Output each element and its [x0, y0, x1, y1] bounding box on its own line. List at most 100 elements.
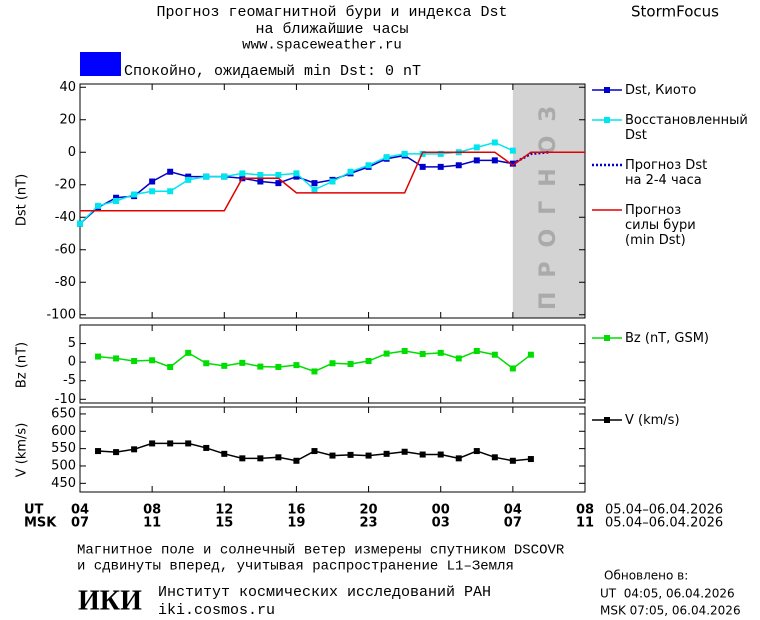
updated: MSK 07:05, 06.04.2026 [600, 604, 741, 618]
x-tick-label: 12 [215, 503, 233, 518]
marker [455, 455, 462, 462]
x-tick-label: 08 [576, 503, 594, 518]
marker [239, 455, 246, 462]
brand: StormFocus [631, 3, 719, 21]
y-tick-label: 40 [59, 80, 76, 95]
marker [131, 446, 138, 453]
y-tick-label: -60 [55, 242, 76, 257]
date-range: 05.04–06.04.2026 [605, 503, 723, 518]
x2-tick-label: 07 [71, 516, 89, 531]
marker [491, 454, 498, 461]
marker [365, 162, 372, 169]
plot-frame [79, 83, 586, 319]
legend-label: V (km/s) [625, 413, 680, 428]
y-tick-label: 550 [51, 441, 76, 456]
title: Прогноз геомагнитной бури и индекса Dst [156, 4, 507, 21]
series-line [80, 151, 585, 212]
marker [401, 150, 408, 157]
note: и сдвинуты вперед, учитывая распростране… [77, 559, 514, 575]
marker [437, 451, 444, 458]
legend-label: Прогноз Dst на 2-4 часа [625, 158, 707, 188]
marker [419, 451, 426, 458]
marker [257, 172, 264, 178]
status: Спокойно, ожидаемый min Dst: 0 nT [124, 63, 421, 80]
marker [365, 452, 372, 459]
y-tick-label: -10 [55, 392, 76, 407]
marker [257, 455, 264, 462]
y-tick-label: -20 [55, 177, 76, 192]
marker [95, 448, 102, 455]
marker [509, 365, 516, 372]
x2-tick-label: 23 [360, 516, 378, 531]
marker [167, 440, 174, 447]
marker [293, 170, 300, 177]
marker [221, 173, 228, 180]
legend-label: Прогноз силы бури (min Dst) [625, 203, 696, 248]
marker [149, 178, 156, 185]
marker [113, 449, 120, 456]
x2-tick-label: 15 [215, 516, 233, 531]
marker [275, 180, 282, 187]
marker [347, 168, 354, 175]
marker [527, 456, 534, 463]
updated: UT 04:05, 06.04.2026 [600, 587, 735, 601]
marker [257, 178, 264, 185]
marker [329, 360, 336, 367]
marker [95, 202, 102, 209]
marker [239, 170, 246, 177]
note: Магнитное поле и солнечный ветер измерен… [77, 542, 565, 559]
legend-marker [604, 417, 610, 423]
marker [473, 448, 480, 455]
x-tick-label: 20 [360, 503, 378, 518]
marker [185, 173, 192, 180]
marker [347, 361, 354, 367]
y-tick-label: 600 [51, 424, 76, 439]
marker [311, 448, 318, 455]
y-tick-label: 20 [59, 112, 76, 127]
marker [437, 349, 444, 356]
marker [275, 454, 282, 461]
legend-marker [604, 117, 610, 123]
marker [311, 180, 318, 187]
marker [113, 355, 120, 362]
marker [167, 363, 174, 370]
marker [167, 188, 174, 195]
marker [509, 147, 516, 154]
marker [455, 162, 462, 169]
marker [509, 457, 516, 464]
marker [365, 358, 372, 365]
y-axis-label: Dst (nT) [15, 174, 30, 226]
marker [473, 348, 480, 354]
marker [275, 363, 282, 370]
marker [437, 150, 444, 157]
marker [383, 350, 390, 357]
marker [113, 198, 120, 204]
x-tick-label: 00 [432, 503, 450, 518]
marker [473, 157, 480, 164]
x-tick-label: 08 [143, 503, 161, 518]
marker [221, 450, 228, 457]
marker [311, 186, 318, 193]
marker [185, 349, 192, 356]
marker [383, 154, 390, 161]
marker [95, 353, 102, 360]
site: www.spaceweather.ru [242, 38, 402, 54]
series-line [79, 141, 514, 225]
forecast-region [512, 84, 585, 318]
y-axis-label: Bz (nT) [15, 342, 30, 388]
series-line [97, 350, 532, 373]
marker [113, 194, 120, 201]
y-axis-label: V (km/s) [15, 423, 30, 478]
url: iki.cosmos.ru [158, 602, 275, 619]
marker [491, 139, 498, 146]
series-line [79, 154, 513, 225]
plot-frame [79, 406, 586, 493]
legend-label: Bz (nT, GSM) [625, 331, 709, 346]
marker [257, 363, 264, 370]
marker [401, 448, 408, 455]
y-tick-label: -40 [55, 210, 76, 225]
logo: ИКИ [78, 585, 142, 616]
x2-tick-label: 19 [287, 516, 305, 531]
marker [455, 355, 462, 362]
